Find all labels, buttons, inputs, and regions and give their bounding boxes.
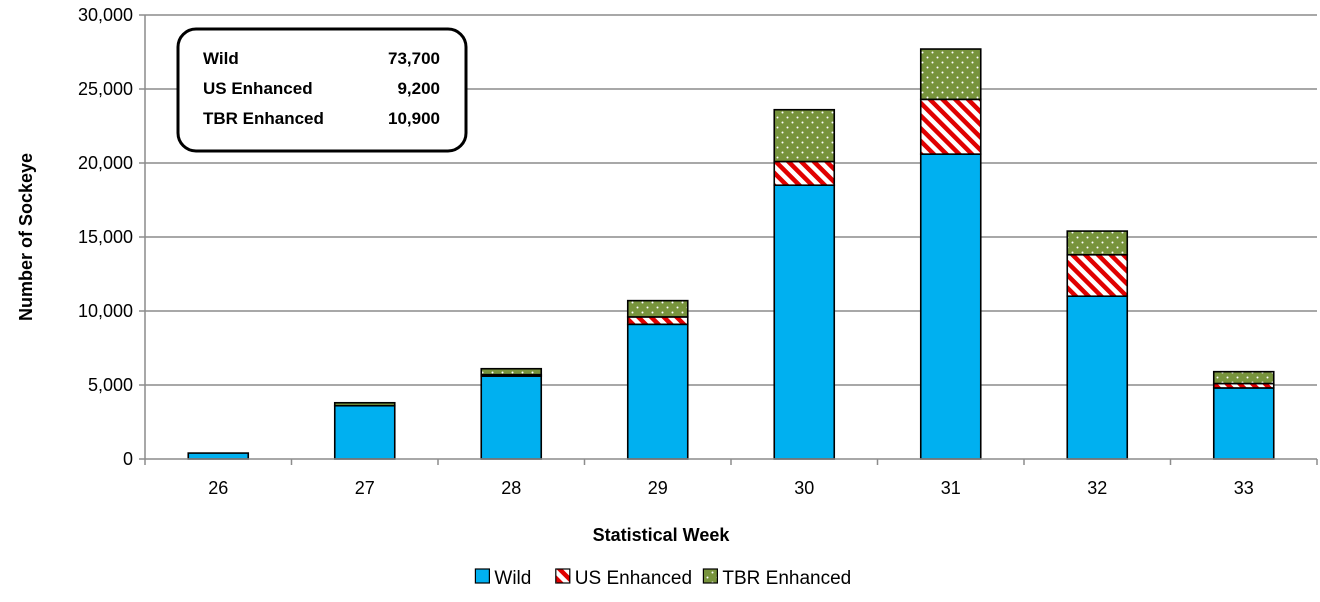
y-tick-label: 30,000 (78, 5, 133, 25)
summary-value: 9,200 (397, 79, 440, 98)
legend-label: US Enhanced (575, 568, 692, 589)
bar-segment-wild (1212, 387, 1275, 460)
y-tick-label: 25,000 (78, 79, 133, 99)
axes: 0 5,000 10,000 15,000 20,000 25,000 30,000 26 27… (78, 5, 1318, 498)
bar-segment-wild (773, 184, 836, 460)
bar-segment-us-enhanced (1066, 253, 1129, 297)
bar-segment-us-enhanced (773, 160, 836, 187)
bar-segment-tbr-enhanced (626, 299, 689, 318)
bar-segment-wild (480, 375, 543, 460)
bar-segment-wild (333, 404, 396, 460)
bar-segment-tbr-enhanced (919, 48, 982, 101)
summary-box: Wild 73,700 US Enhanced 9,200 TBR Enhanced 10… (176, 27, 468, 153)
legend-swatch (555, 568, 571, 584)
summary-value: 10,900 (388, 109, 440, 128)
x-tick-label: 31 (941, 478, 961, 498)
y-tick-label: 0 (123, 449, 133, 469)
summary-value: 73,700 (388, 49, 440, 68)
bars (187, 48, 1275, 460)
x-tick-label: 33 (1234, 478, 1254, 498)
bar-segment-tbr-enhanced (1066, 230, 1129, 256)
bar-segment-wild (919, 153, 982, 460)
legend-swatch (474, 568, 490, 584)
x-axis-title: Statistical Week (593, 525, 731, 545)
bar-segment-tbr-enhanced (480, 367, 543, 376)
x-tick-label: 26 (208, 478, 228, 498)
legend-label: TBR Enhanced (722, 568, 851, 589)
legend-swatch (702, 568, 719, 584)
bar-segment-us-enhanced (626, 316, 689, 326)
summary-label: TBR Enhanced (203, 109, 324, 128)
summary-box-frame (176, 27, 468, 153)
bar-segment-wild (1066, 295, 1129, 460)
y-tick-label: 15,000 (78, 227, 133, 247)
y-tick-label: 10,000 (78, 301, 133, 321)
bar-segment-us-enhanced (919, 98, 982, 155)
x-tick-label: 29 (648, 478, 668, 498)
bar-segment-tbr-enhanced (333, 401, 396, 407)
x-tick-label: 28 (501, 478, 521, 498)
bar-segment-tbr-enhanced (1212, 370, 1275, 385)
bar-segment-wild (626, 323, 689, 460)
x-tick-label: 32 (1087, 478, 1107, 498)
legend-label: Wild (494, 568, 531, 589)
bar-segment-wild (187, 452, 250, 460)
x-tick-label: 30 (794, 478, 814, 498)
summary-label: Wild (203, 49, 239, 68)
summary-label: US Enhanced (203, 79, 313, 98)
x-tick-label: 27 (355, 478, 375, 498)
bar-segment-tbr-enhanced (773, 108, 836, 163)
y-axis-title: Number of Sockeye (16, 153, 36, 321)
y-tick-label: 20,000 (78, 153, 133, 173)
legend: Wild US Enhanced TBR Enhanced (474, 568, 851, 589)
y-tick-label: 5,000 (88, 375, 133, 395)
